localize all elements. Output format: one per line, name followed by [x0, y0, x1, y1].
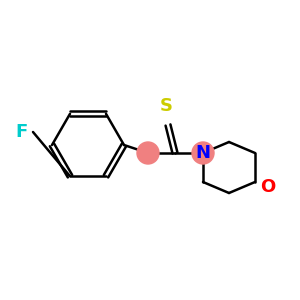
Text: O: O	[260, 178, 275, 196]
Text: S: S	[160, 97, 172, 115]
Text: N: N	[196, 144, 211, 162]
Circle shape	[137, 142, 159, 164]
Circle shape	[192, 142, 214, 164]
Text: F: F	[16, 123, 28, 141]
